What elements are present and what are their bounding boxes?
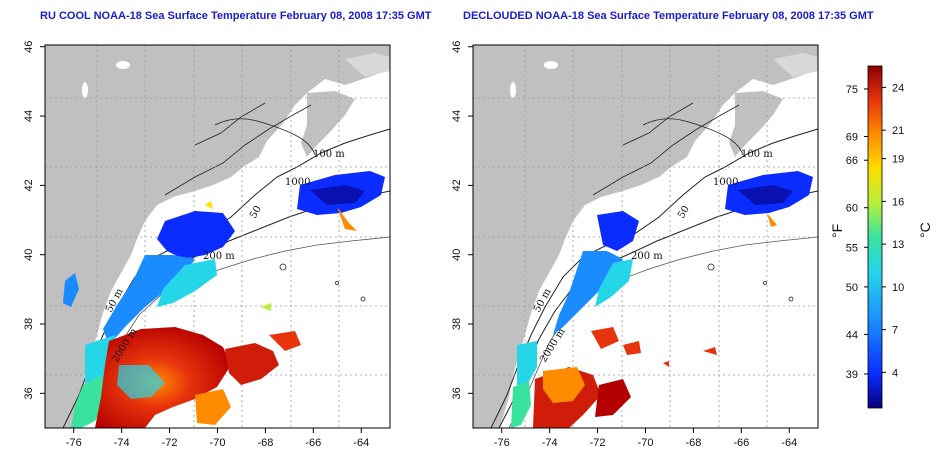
axes-left: -76 -74 -72 -70 -68 -66 -64 36 38 40 42 44 46 [23,41,369,449]
lon-tick-label: -74 [114,437,130,449]
colorbar-c-label: 24 [892,82,904,94]
colorbar-f-label: 69 [846,131,858,143]
colorbar-f-label: 66 [846,155,858,167]
contour-label-200m: 200 m [631,251,663,262]
colorbar-f-label: 55 [846,242,858,254]
lon-tick-label: -68 [685,437,701,449]
colorbar-c-label: 4 [892,367,898,379]
lat-tick-label: 44 [23,110,35,122]
lon-tick-label: -68 [257,437,273,449]
lon-tick-label: -70 [210,437,226,449]
lon-tick-label: -66 [305,437,321,449]
contour-label-100m: 100 m [741,149,773,160]
colorbar-f-label: 39 [846,369,858,381]
sst-warm-gulf-stream [95,327,231,428]
panel-title-left: RU COOL NOAA-18 Sea Surface Temperature … [40,10,432,22]
colorbar-c-label: 16 [892,196,904,208]
lat-tick-label: 44 [451,110,463,122]
lat-tick-label: 42 [23,179,35,191]
colorbar-f-label: 60 [846,203,858,215]
colorbar-gradient [867,65,883,409]
sst-cold-patch-shelf [157,211,235,259]
lon-tick-label: -64 [781,437,797,449]
colorbar-c-label: 19 [892,154,904,166]
lat-tick-label: 46 [23,41,35,53]
lon-tick-label: -70 [638,437,654,449]
lon-tick-label: -76 [66,437,82,449]
contour-label-100m: 100 m [313,149,345,160]
contour-label-1000: 1000 [285,177,310,188]
contour-label-1000: 1000 [713,177,738,188]
lat-tick-label: 36 [451,387,463,399]
contour-label-200m: 200 m [203,251,235,262]
colorbar-f-label: 75 [846,84,858,96]
lat-tick-label: 38 [23,318,35,330]
lat-tick-label: 38 [451,318,463,330]
panel-title-right: DECLOUDED NOAA-18 Sea Surface Temperatur… [463,10,874,22]
lat-tick-label: 40 [451,249,463,261]
lon-tick-label: -76 [494,437,510,449]
colorbar-c-label: 10 [892,282,904,294]
colorbar-c-label: 13 [892,239,904,251]
colorbar-unit-f: °F [829,224,845,238]
lon-tick-label: -64 [353,437,369,449]
lat-tick-label: 42 [451,179,463,191]
colorbar: 24 21 19 16 13 10 7 4 75 69 66 60 55 50 44 39 °F °C [829,65,933,409]
lon-tick-label: -72 [162,437,178,449]
lat-tick-label: 46 [451,41,463,53]
lat-tick-label: 40 [23,249,35,261]
lon-tick-label: -72 [590,437,606,449]
colorbar-c-label: 7 [892,325,898,337]
axes-right: -76 -74 -72 -70 -68 -66 -64 36 38 40 42 44 46 [451,41,797,449]
colorbar-unit-c: °C [917,222,933,238]
colorbar-f-label: 50 [846,282,858,294]
map-panel-left: 100 m 200 m 50 m 2000 m 50 1000 [44,44,391,429]
colorbar-f-label: 44 [846,329,858,341]
map-panel-right: 100 m 200 m 50 m 2000 m 50 1000 [472,44,819,429]
lon-tick-label: -74 [542,437,558,449]
lon-tick-label: -66 [733,437,749,449]
sst-cold-patch-shelf [597,211,639,251]
lat-tick-label: 36 [23,387,35,399]
colorbar-c-label: 21 [892,125,904,137]
